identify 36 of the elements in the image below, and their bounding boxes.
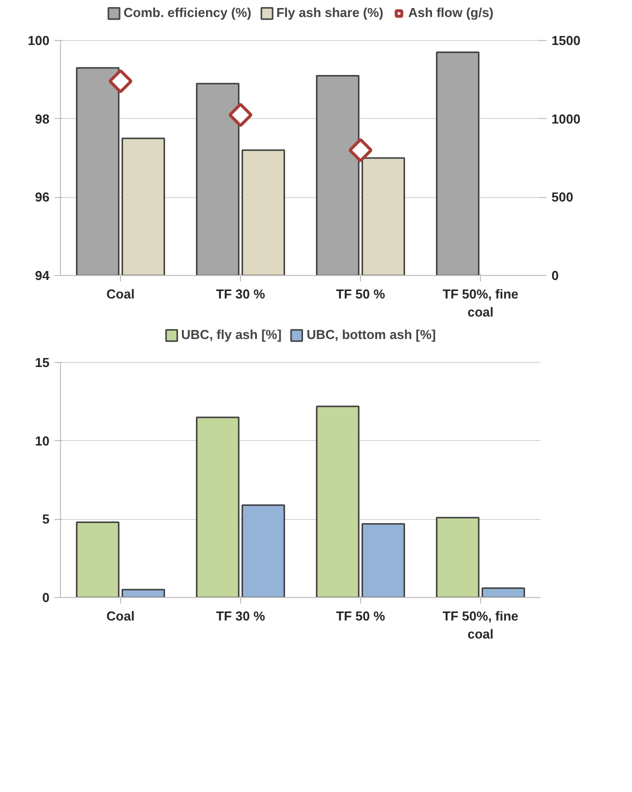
- y2-tick-label: 1500: [552, 33, 580, 48]
- bar: [122, 588, 166, 598]
- x-tick-label: TF 30 %: [216, 608, 266, 624]
- x-tick-label: TF 50 %: [336, 286, 386, 302]
- legend-label: Comb. efficiency (%): [123, 5, 252, 20]
- x-tick-label: TF 50%, fine coal: [442, 286, 518, 320]
- y-tick-label: 5: [42, 512, 50, 527]
- y-tick-label: 98: [35, 111, 50, 126]
- legend-label: Fly ash share (%): [276, 5, 384, 20]
- y2-tick-label: 1000: [552, 111, 580, 126]
- x-tick-label: TF 50%, fine coal: [442, 608, 518, 642]
- point: [228, 102, 253, 128]
- point: [348, 138, 373, 162]
- y-tick-label: 15: [35, 355, 50, 370]
- x-tick-label: Coal: [106, 608, 135, 624]
- y2-tick-label: 0: [552, 268, 559, 283]
- y-tick-label: 96: [35, 190, 50, 205]
- x-tick-label: TF 50 %: [336, 608, 386, 624]
- y-tick-label: 100: [28, 33, 50, 48]
- legend-label: UBC, fly ash [%]: [181, 327, 282, 342]
- bar: [436, 516, 480, 598]
- x-tick-label: TF 30 %: [216, 286, 266, 302]
- y-tick-label: 10: [35, 433, 50, 448]
- y-tick-label: 94: [35, 268, 50, 283]
- bar: [196, 416, 240, 598]
- x-tick-label: Coal: [106, 286, 135, 302]
- bar: [76, 522, 120, 598]
- y-tick-label: 0: [42, 590, 50, 605]
- point: [108, 69, 133, 94]
- legend-label: Ash flow (g/s): [408, 5, 494, 20]
- bar: [482, 587, 526, 598]
- legend-label: UBC, bottom ash [%]: [306, 327, 436, 342]
- bar: [316, 406, 360, 598]
- bar: [242, 504, 286, 598]
- y2-tick-label: 500: [552, 190, 574, 205]
- bar: [362, 523, 406, 598]
